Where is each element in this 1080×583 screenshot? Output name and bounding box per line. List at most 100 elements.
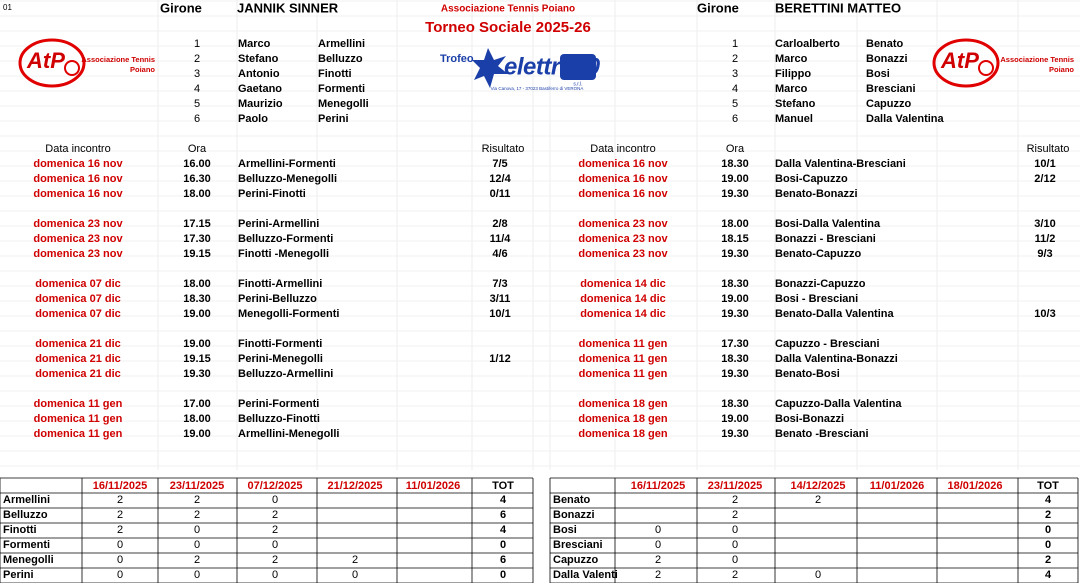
match-pair: Perini-Belluzzo [238,293,317,305]
standings-score: 0 [352,569,358,581]
player-first: Maurizio [238,98,283,110]
standings-total: 0 [500,539,506,551]
standings-score: 0 [272,569,278,581]
match-pair: Bonazzi - Bresciani [775,233,876,245]
match-date: domenica 23 nov [578,233,668,245]
match-result: 10/3 [1034,308,1055,320]
match-pair: Perini-Menegolli [238,353,323,365]
match-pair: Bonazzi-Capuzzo [775,278,866,290]
match-result: 7/3 [492,278,507,290]
logo-club-2: Poiano [1049,65,1074,74]
match-pair: Bosi - Bresciani [775,293,858,305]
match-time: 18.30 [721,278,749,290]
match-time: 19.15 [183,353,211,365]
player-first: Marco [775,53,808,65]
match-time: 18.30 [721,353,749,365]
atp-logo-left [18,38,86,88]
standings-score: 2 [815,494,821,506]
standings-score: 0 [815,569,821,581]
match-date: domenica 23 nov [578,248,668,260]
match-date: domenica 16 nov [33,158,123,170]
match-date: domenica 16 nov [578,158,668,170]
player-number: 3 [194,68,200,80]
match-time: 18.00 [183,278,211,290]
player-first: Filippo [775,68,811,80]
standings-name: Finotti [3,524,37,536]
match-time: 18.30 [721,398,749,410]
player-last: Dalla Valentina [866,113,945,125]
standings-total: 6 [500,509,506,521]
match-time: 18.30 [721,158,749,170]
player-last: Formenti [318,83,365,95]
match-time: 19.30 [183,368,211,380]
standings-total: 4 [500,524,507,536]
standings-score: 2 [194,494,200,506]
player-number: 1 [194,38,200,50]
standings-total: 6 [500,554,506,566]
match-result: 2/12 [1034,173,1055,185]
match-date: domenica 16 nov [33,188,123,200]
match-time: 17.00 [183,398,211,410]
schedule-header: Risultato [482,143,525,155]
match-result: 11/2 [1035,233,1056,245]
logo-club-2: Poiano [130,65,155,74]
match-time: 19.00 [721,293,749,305]
match-time: 16.30 [183,173,211,185]
standings-name: Perini [3,569,34,581]
standings-score: 0 [117,554,123,566]
group-name: JANNIK SINNER [237,0,339,15]
standings-score: 0 [194,524,200,536]
match-pair: Bosi-Capuzzo [775,173,848,185]
standings-header: 16/11/2025 [93,480,147,492]
match-date: domenica 21 dic [35,353,121,365]
match-date: domenica 11 gen [579,338,668,350]
match-result: 1/12 [489,353,510,365]
player-first: Antonio [238,68,280,80]
match-time: 19.30 [721,428,749,440]
match-time: 17.30 [183,233,211,245]
standings-score: 0 [732,524,738,536]
standings-name: Bresciani [553,539,603,551]
match-result: 3/10 [1034,218,1055,230]
match-pair: Armellini-Menegolli [238,428,339,440]
player-number: 2 [732,53,738,65]
standings-score: 2 [655,569,661,581]
player-first: Paolo [238,113,268,125]
player-last: Belluzzo [318,53,363,65]
player-first: Carloalberto [775,38,840,50]
match-pair: Perini-Formenti [238,398,319,410]
player-last: Benato [866,38,904,50]
player-first: Gaetano [238,83,282,95]
player-last: Menegolli [318,98,369,110]
match-pair: Belluzzo-Formenti [238,233,333,245]
match-pair: Bosi-Bonazzi [775,413,844,425]
standings-score: 0 [117,539,123,551]
club-name: Associazione Tennis Poiano [441,4,575,15]
group-label: Girone [697,0,739,15]
match-time: 19.30 [721,248,749,260]
match-pair: Armellini-Formenti [238,158,336,170]
match-result: 4/6 [492,248,507,260]
match-result: 7/5 [492,158,507,170]
match-date: domenica 11 gen [34,413,123,425]
match-time: 18.00 [183,188,211,200]
match-pair: Finotti-Armellini [238,278,322,290]
match-result: 2/8 [492,218,507,230]
match-pair: Finotti -Menegolli [238,248,329,260]
sponsor-address: Via Canova, 17 - 37023 Bastiferro di VER… [491,86,584,91]
match-pair: Benato-Bosi [775,368,840,380]
match-pair: Perini-Finotti [238,188,306,200]
match-pair: Benato -Bresciani [775,428,869,440]
standings-score: 2 [732,494,738,506]
match-time: 19.00 [721,173,749,185]
match-pair: Belluzzo-Menegolli [238,173,337,185]
standings-score: 0 [272,494,278,506]
tournament-title: Torneo Sociale 2025-26 [425,19,591,36]
standings-score: 0 [655,524,661,536]
match-pair: Bosi-Dalla Valentina [775,218,881,230]
match-time: 18.00 [183,413,211,425]
match-time: 19.00 [183,308,211,320]
match-date: domenica 21 dic [35,368,121,380]
standings-score: 2 [272,524,278,536]
match-date: domenica 14 dic [580,278,666,290]
